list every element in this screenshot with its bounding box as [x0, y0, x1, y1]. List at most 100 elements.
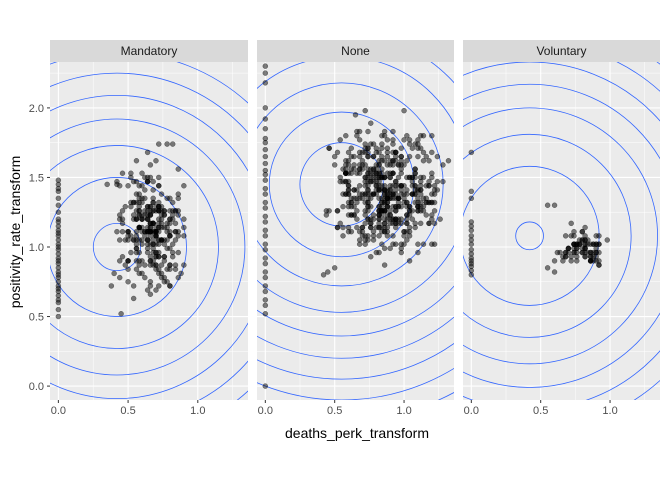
data-point	[469, 196, 474, 201]
data-point	[390, 162, 395, 167]
data-point	[435, 154, 440, 159]
data-point	[263, 214, 268, 219]
data-point	[156, 183, 161, 188]
data-point	[352, 154, 357, 159]
data-point	[605, 238, 610, 243]
data-point	[56, 314, 61, 319]
data-point	[399, 146, 404, 151]
data-point	[153, 158, 158, 163]
data-point	[363, 108, 368, 113]
data-point	[429, 242, 434, 247]
data-point	[134, 246, 139, 251]
data-point	[388, 246, 393, 251]
data-point	[263, 136, 268, 141]
data-point	[131, 283, 136, 288]
data-point	[357, 167, 362, 172]
data-point	[123, 263, 128, 268]
data-point	[332, 162, 337, 167]
data-point	[421, 196, 426, 201]
data-point	[151, 187, 156, 192]
data-point	[181, 183, 186, 188]
data-point	[332, 265, 337, 270]
data-point	[399, 171, 404, 176]
data-point	[173, 221, 178, 226]
data-point	[407, 208, 412, 213]
data-point	[415, 242, 420, 247]
data-point	[399, 183, 404, 188]
data-point	[371, 192, 376, 197]
data-point	[263, 275, 268, 280]
data-point	[263, 228, 268, 233]
data-point	[429, 200, 434, 205]
data-point	[119, 311, 124, 316]
data-point	[263, 126, 268, 131]
data-point	[379, 229, 384, 234]
data-point	[429, 171, 434, 176]
data-point	[263, 161, 268, 166]
data-point	[140, 213, 145, 218]
data-point	[379, 146, 384, 151]
data-point	[148, 162, 153, 167]
data-point	[583, 238, 588, 243]
data-point	[167, 263, 172, 268]
data-point	[176, 167, 181, 172]
data-point	[153, 263, 158, 268]
facet-strip-label: Voluntary	[536, 44, 586, 58]
data-point	[360, 225, 365, 230]
data-point	[596, 263, 601, 268]
data-point	[365, 233, 370, 238]
data-point	[167, 217, 172, 222]
data-point	[148, 258, 153, 263]
data-point	[427, 221, 432, 226]
data-point	[263, 178, 268, 183]
data-point	[396, 196, 401, 201]
data-point	[365, 154, 370, 159]
data-point	[390, 142, 395, 147]
data-point	[393, 208, 398, 213]
data-point	[142, 187, 147, 192]
data-point	[56, 178, 61, 183]
data-point	[165, 142, 170, 147]
data-point	[374, 150, 379, 155]
x-tick-label: 0.5	[120, 405, 135, 417]
data-point	[377, 213, 382, 218]
data-point	[56, 210, 61, 215]
x-tick-label: 1.0	[396, 405, 411, 417]
data-point	[181, 233, 186, 238]
data-point	[156, 142, 161, 147]
data-point	[341, 225, 346, 230]
data-point	[363, 142, 368, 147]
data-point	[167, 208, 172, 213]
data-point	[393, 221, 398, 226]
x-tick-label: 1.0	[602, 405, 617, 417]
data-point	[346, 158, 351, 163]
data-point	[148, 292, 153, 297]
data-point	[134, 158, 139, 163]
data-point	[343, 133, 348, 138]
y-tick-label: 2.0	[29, 103, 44, 115]
data-point	[148, 279, 153, 284]
data-point	[404, 187, 409, 192]
data-point	[335, 225, 340, 230]
data-point	[552, 203, 557, 208]
data-point	[176, 250, 181, 255]
x-tick-label: 0.5	[533, 405, 548, 417]
data-point	[120, 229, 125, 234]
data-point	[588, 254, 593, 259]
y-tick-label: 1.5	[29, 172, 44, 184]
data-point	[181, 217, 186, 222]
data-point	[181, 263, 186, 268]
data-point	[385, 146, 390, 151]
data-point	[153, 225, 158, 230]
data-point	[173, 208, 178, 213]
data-point	[371, 167, 376, 172]
data-point	[393, 150, 398, 155]
x-tick-label: 1.0	[190, 405, 205, 417]
data-point	[327, 146, 332, 151]
y-tick-label: 0.0	[29, 381, 44, 393]
data-point	[176, 192, 181, 197]
data-point	[148, 229, 153, 234]
x-tick-label: 0.0	[464, 405, 479, 417]
data-point	[413, 171, 418, 176]
